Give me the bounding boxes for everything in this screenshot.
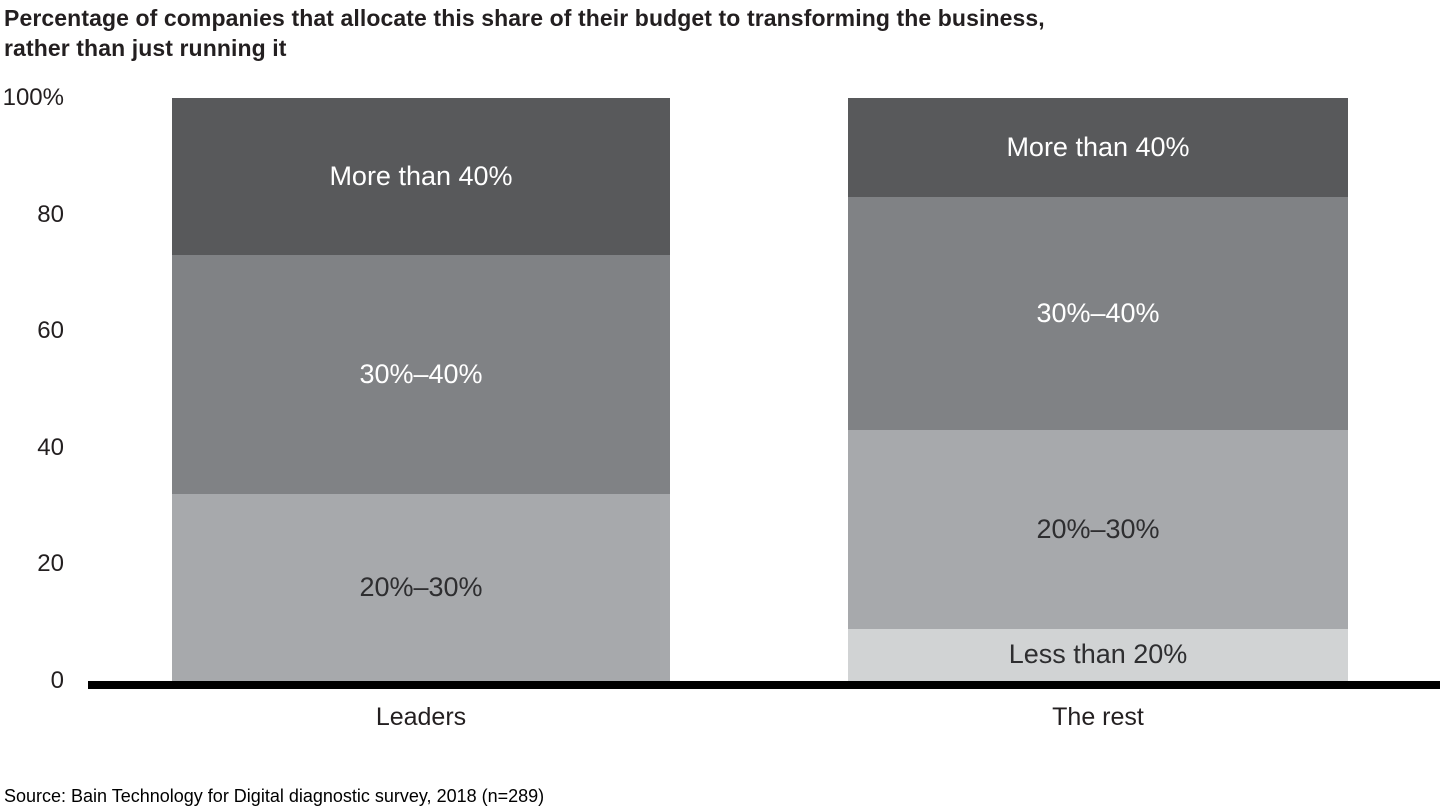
y-axis-tick-label: 0 — [50, 667, 64, 694]
chart-title-line2: rather than just running it — [4, 35, 287, 61]
category-label-the-rest: The rest — [1052, 703, 1144, 731]
chart-title: Percentage of companies that allocate th… — [4, 3, 1045, 63]
bar-segment-0-0: More than 40% — [172, 98, 670, 256]
x-axis-line — [88, 681, 1440, 689]
category-label-leaders: Leaders — [375, 703, 467, 731]
segment-label: 20%–30% — [359, 572, 483, 603]
bar-segment-1-2: 20%–30% — [848, 430, 1348, 629]
bar-segment-1-1: 30%–40% — [848, 197, 1348, 431]
bar-segment-1-0: More than 40% — [848, 98, 1348, 198]
bar-leaders: More than 40% 30%–40% 20%–30% — [172, 98, 670, 681]
y-axis-tick-label: 40 — [37, 433, 64, 461]
bar-segment-0-2: 20%–30% — [172, 494, 670, 681]
segment-label: Less than 20% — [1008, 639, 1188, 670]
y-axis: 100% 80 60 40 20 0 — [0, 84, 64, 694]
segment-label: More than 40% — [1006, 132, 1190, 163]
segment-label: More than 40% — [329, 161, 513, 192]
segment-label: 30%–40% — [1036, 298, 1160, 329]
y-axis-tick-label: 80 — [37, 200, 64, 228]
bar-segment-0-1: 30%–40% — [172, 255, 670, 495]
segment-label: 20%–30% — [1036, 513, 1160, 544]
y-axis-tick-label: 60 — [37, 317, 64, 345]
bar-segment-1-3: Less than 20% — [848, 628, 1348, 681]
y-axis-tick-label: 100% — [2, 84, 64, 111]
chart-title-line1: Percentage of companies that allocate th… — [4, 5, 1045, 31]
y-axis-tick-label: 20 — [37, 550, 64, 578]
segment-label: 30%–40% — [359, 359, 483, 390]
bar-the-rest: More than 40% 30%–40% 20%–30% Less than 20% — [848, 98, 1348, 681]
source-note: Source: Bain Technology for Digital diag… — [4, 786, 545, 806]
